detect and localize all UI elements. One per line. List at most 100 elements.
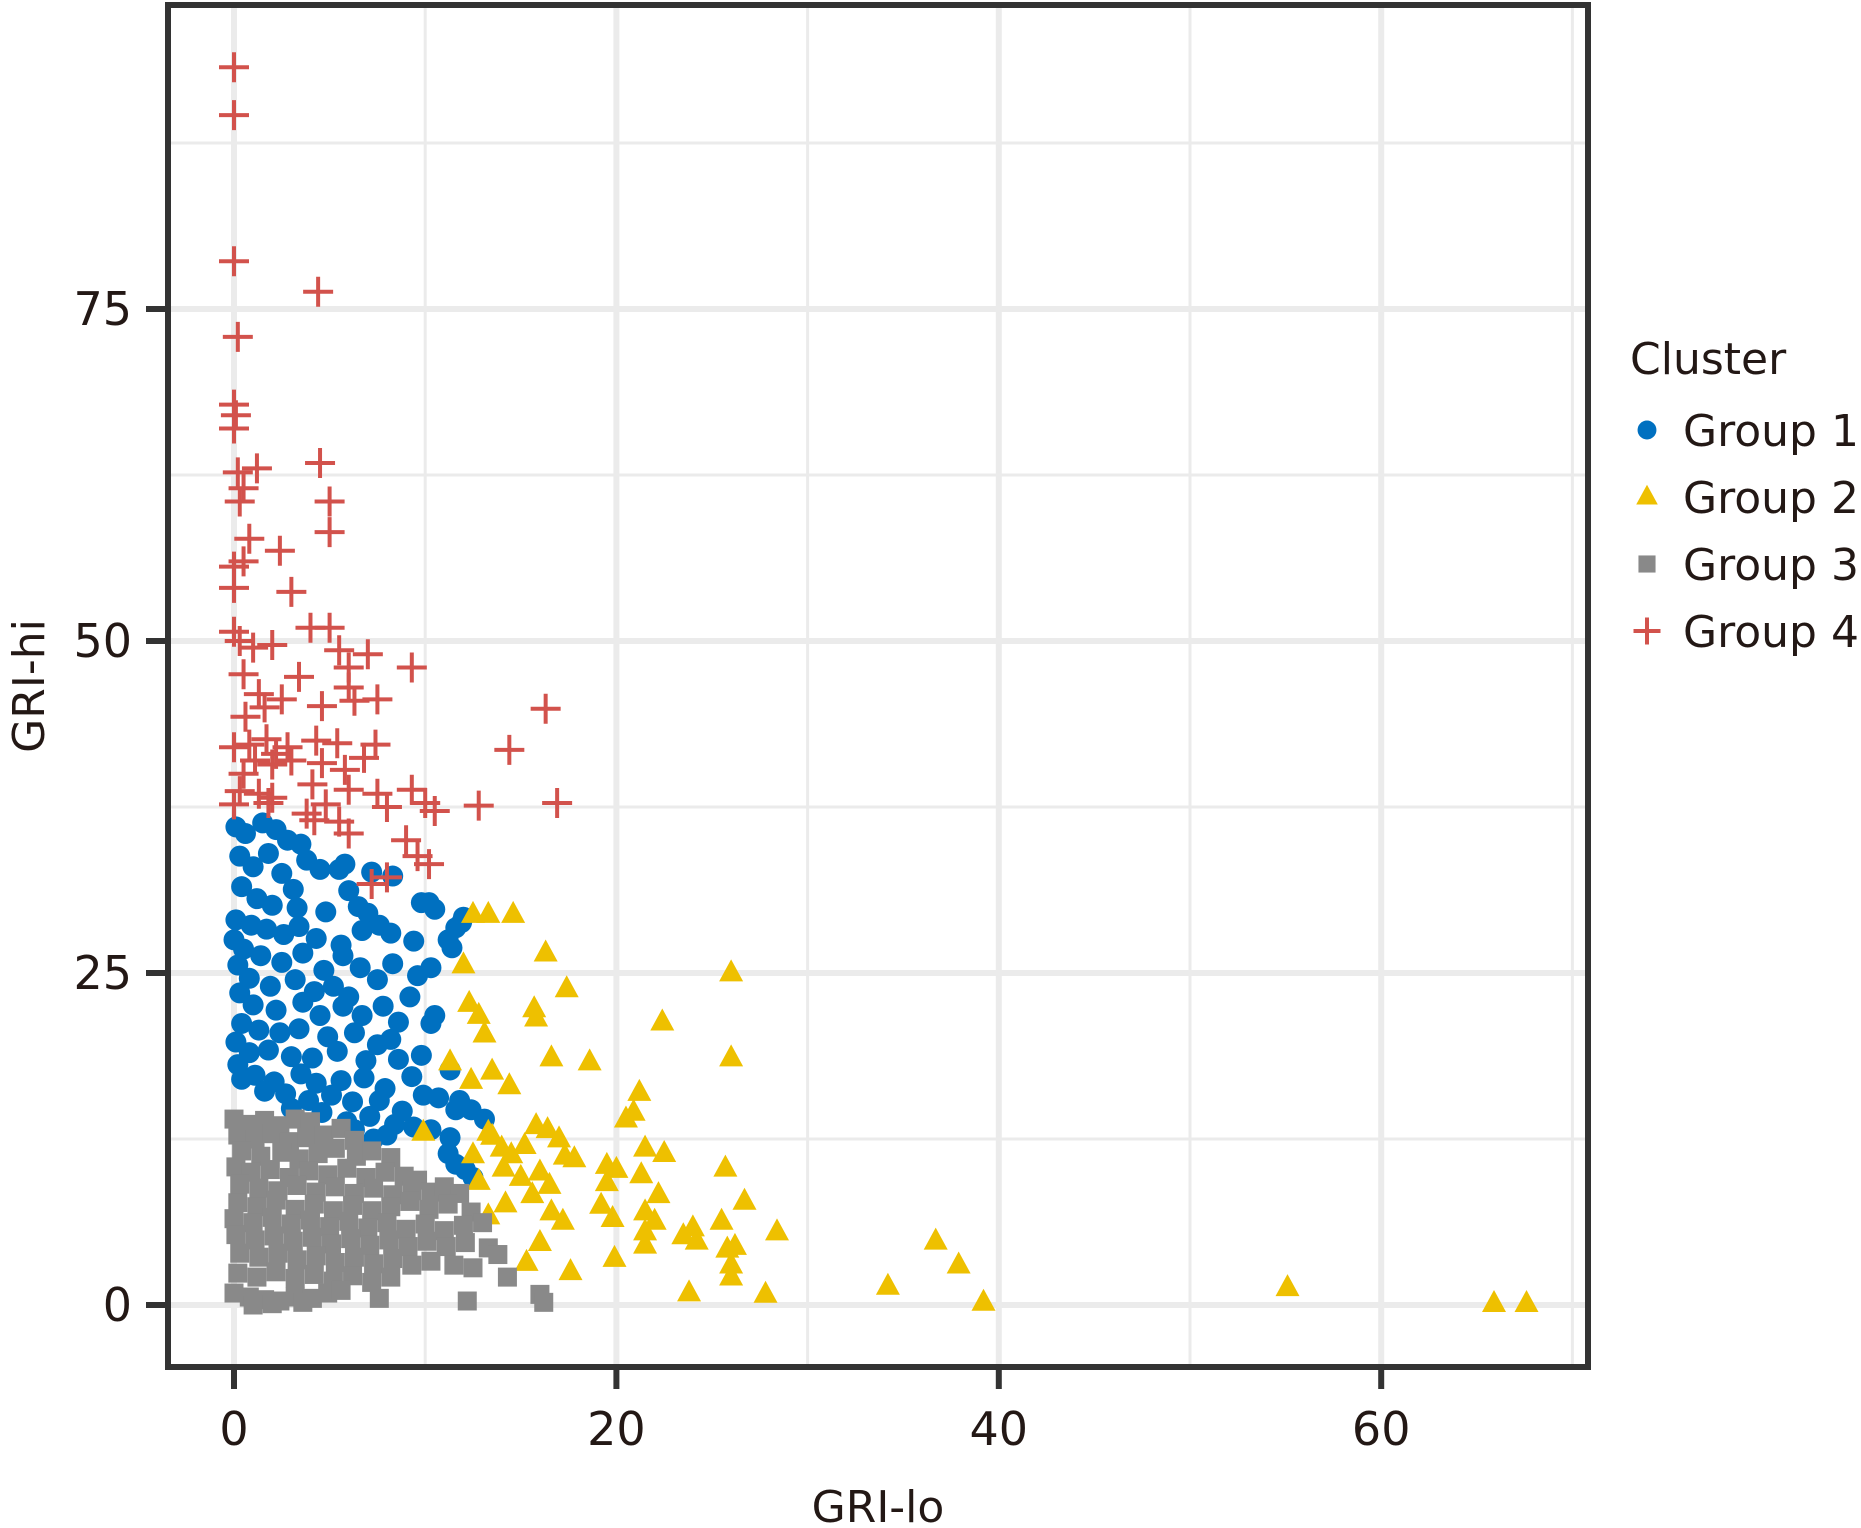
data-point: [291, 798, 322, 829]
data-point: [445, 1099, 467, 1121]
data-point: [326, 1040, 348, 1062]
data-point: [228, 1125, 248, 1145]
data-point: [642, 1207, 667, 1230]
data-point: [415, 1214, 435, 1234]
x-axis-title: GRI-lo: [812, 1482, 945, 1528]
y-tick-label: 50: [73, 614, 132, 668]
data-point: [306, 748, 337, 779]
data-point: [249, 692, 280, 723]
data-point: [387, 1048, 409, 1070]
data-point: [377, 1213, 397, 1233]
data-point: [420, 957, 442, 979]
data-point: [539, 1044, 564, 1067]
data-point: [303, 276, 334, 307]
data-point: [360, 1235, 380, 1255]
data-point: [550, 1207, 575, 1230]
legend-label: Group 3: [1683, 540, 1859, 591]
data-point: [461, 900, 485, 923]
legend-title: Cluster: [1630, 334, 1787, 385]
data-point: [633, 1134, 658, 1157]
legend-item-group-4: Group 4: [1633, 607, 1859, 658]
data-point: [259, 975, 281, 997]
data-point: [228, 1193, 248, 1213]
data-point: [222, 457, 253, 488]
data-point: [313, 959, 335, 981]
data-point: [621, 1098, 646, 1121]
data-point: [381, 1197, 401, 1217]
data-point: [282, 878, 304, 900]
data-point: [249, 1247, 269, 1267]
data-point: [633, 1231, 658, 1254]
data-point: [224, 1283, 244, 1303]
data-point: [266, 684, 297, 715]
data-point: [434, 1221, 454, 1241]
data-point: [497, 1267, 517, 1287]
data-point: [589, 1191, 614, 1214]
data-point: [946, 1251, 971, 1274]
data-point: [362, 1201, 382, 1221]
data-point: [466, 1167, 491, 1190]
data-point: [398, 1237, 418, 1257]
data-point: [396, 652, 427, 683]
data-point: [314, 517, 345, 548]
data-point: [260, 1160, 280, 1180]
data-point: [353, 1067, 375, 1089]
data-point: [288, 916, 310, 938]
data-point: [732, 1187, 757, 1210]
data-point: [508, 1163, 533, 1186]
data-point: [272, 732, 303, 763]
data-point: [224, 776, 255, 807]
data-point: [459, 1066, 484, 1089]
data-point: [403, 930, 425, 952]
data-point: [428, 1087, 450, 1109]
data-point: [306, 1246, 326, 1266]
data-point: [709, 1207, 734, 1230]
data-point: [247, 1267, 267, 1287]
legend-label: Group 1: [1683, 406, 1859, 457]
data-point: [414, 849, 445, 880]
data-point: [434, 1177, 454, 1197]
x-tick-label: 40: [970, 1402, 1029, 1456]
data-point: [231, 1012, 253, 1034]
data-point: [594, 1169, 619, 1192]
data-point: [271, 951, 293, 973]
data-point: [381, 1267, 401, 1287]
data-point: [285, 1268, 305, 1288]
data-point: [399, 986, 421, 1008]
data-point: [285, 1109, 305, 1129]
data-point: [402, 1255, 422, 1275]
data-point: [287, 1250, 307, 1270]
series-group-3: [224, 1109, 554, 1315]
data-point: [875, 1272, 900, 1295]
data-point: [535, 1116, 560, 1139]
minor-gridlines: [168, 5, 1588, 1367]
data-point: [284, 969, 306, 991]
data-point: [362, 1272, 382, 1292]
data-point: [304, 1194, 324, 1214]
data-point: [472, 1020, 497, 1043]
data-point: [629, 1161, 654, 1184]
data-point: [234, 823, 256, 845]
data-point: [451, 951, 476, 974]
data-point: [266, 1190, 286, 1210]
data-point: [382, 953, 404, 975]
data-point: [652, 1139, 677, 1162]
data-point: [539, 1198, 564, 1221]
data-point: [257, 782, 288, 813]
data-point: [284, 661, 315, 692]
data-point: [249, 1178, 269, 1198]
data-point: [491, 1154, 516, 1177]
data-point: [355, 1050, 377, 1072]
data-point: [219, 100, 249, 131]
data-point: [1482, 1290, 1507, 1313]
y-tick-label: 0: [103, 1278, 132, 1332]
data-point: [292, 991, 314, 1013]
data-point: [436, 1237, 456, 1257]
legend-marker-triangle-icon: [1636, 484, 1658, 505]
data-point: [343, 1022, 365, 1044]
data-point: [441, 937, 463, 959]
data-point: [322, 1234, 342, 1254]
data-point: [219, 572, 249, 603]
data-point: [391, 825, 422, 856]
data-point: [480, 1122, 505, 1145]
